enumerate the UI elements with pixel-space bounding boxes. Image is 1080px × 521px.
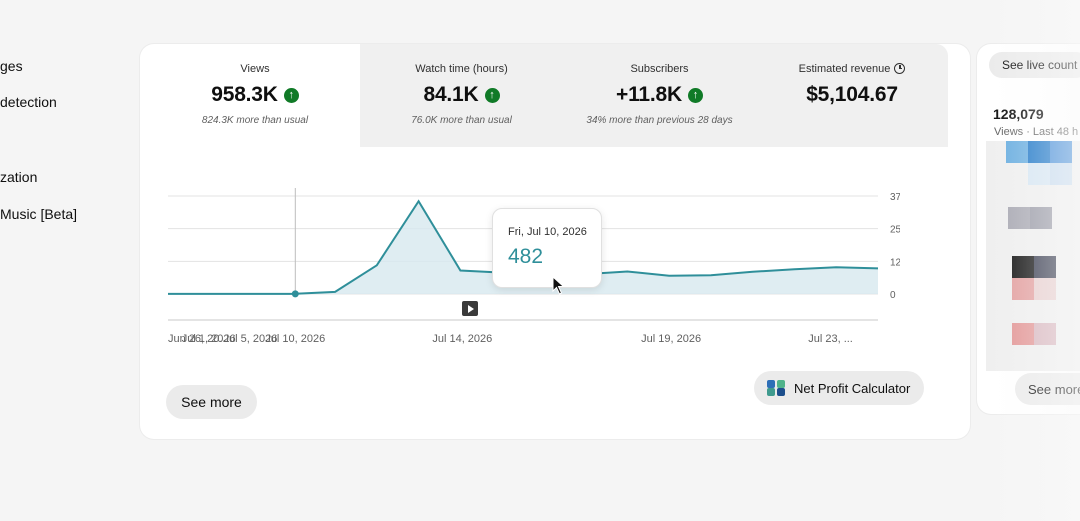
net-profit-label: Net Profit Calculator (794, 380, 911, 396)
arrow-up-icon: ↑ (484, 88, 500, 103)
x-tick-label: Jul 5, 2026 (224, 333, 278, 345)
sidebar-item-monetization[interactable]: zation (0, 169, 38, 185)
tab-value: +11.8K (616, 83, 682, 106)
see-more-realtime-button[interactable]: See more (1015, 373, 1080, 405)
tooltip-date: Fri, Jul 10, 2026 (508, 226, 587, 238)
arrow-up-icon: ↑ (283, 88, 299, 103)
y-tick-label: 250K (890, 225, 900, 236)
tab-label: Subscribers (630, 63, 689, 75)
y-tick-label: 0 (890, 290, 896, 301)
realtime-bar (1050, 163, 1072, 185)
tab-value: 958.3K (211, 83, 278, 106)
metric-tabs: Views 958.3K ↑ 824.3K more than usual Wat… (150, 44, 948, 147)
tab-subscribers[interactable]: Subscribers +11.8K ↑ 34% more than previo… (563, 44, 757, 147)
realtime-bar (1012, 278, 1034, 300)
x-tick-label: Jul 23, ... (808, 333, 853, 345)
revenue-label: Estimated revenue (798, 63, 891, 75)
tab-value: 84.1K (423, 83, 479, 106)
analytics-card: Views 958.3K ↑ 824.3K more than usual Wat… (140, 44, 970, 439)
realtime-bar (1030, 207, 1052, 229)
clock-icon (894, 63, 906, 74)
tab-note: 34% more than previous 28 days (586, 115, 733, 126)
tab-label: Estimated revenue (756, 63, 948, 75)
arrow-up-icon: ↑ (687, 88, 703, 103)
realtime-bar (1034, 256, 1056, 278)
x-tick-label: Jul 14, 2026 (432, 333, 492, 345)
sidebar-item-detection[interactable]: detection (0, 94, 57, 110)
tab-watch-time[interactable]: Watch time (hours) 84.1K ↑ 76.0K more tha… (360, 44, 564, 147)
play-icon[interactable] (462, 301, 478, 316)
x-tick-label: Jul 1, 2026 (182, 333, 236, 345)
y-tick-label: 125K (890, 257, 900, 268)
tab-note: 76.0K more than usual (411, 115, 512, 126)
realtime-bar-chart (986, 141, 1080, 371)
realtime-bar (1034, 323, 1056, 345)
see-more-button[interactable]: See more (166, 385, 257, 419)
chart-tooltip: Fri, Jul 10, 2026 482 (492, 208, 602, 288)
tab-views[interactable]: Views 958.3K ↑ 824.3K more than usual (150, 44, 360, 147)
y-tick-label: 375K (890, 192, 900, 203)
mouse-cursor-icon (552, 276, 565, 295)
realtime-bar (1028, 163, 1050, 185)
realtime-subtitle: Views · Last 48 h (994, 126, 1079, 138)
realtime-bar (1006, 141, 1028, 163)
realtime-bar (1012, 323, 1034, 345)
sidebar-item-music[interactable]: Music [Beta] (0, 206, 78, 222)
tab-revenue[interactable]: Estimated revenue $5,104.67 (756, 44, 948, 147)
see-live-count-button[interactable]: See live count (989, 52, 1080, 78)
x-tick-label: Jul 19, 2026 (641, 333, 701, 345)
hover-point (291, 290, 299, 298)
realtime-bar (1028, 141, 1050, 163)
tab-label: Watch time (hours) (415, 63, 508, 75)
tab-label: Views (240, 63, 270, 75)
tooltip-value: 482 (508, 245, 544, 268)
y-axis-ticks: 375K 250K 125K 0 (890, 192, 900, 301)
realtime-bar (1050, 141, 1072, 163)
realtime-bar (1012, 256, 1034, 278)
realtime-count: 128,079 (993, 106, 1044, 122)
sidebar-item-pages[interactable]: ges (0, 58, 23, 74)
realtime-bar (1034, 278, 1056, 300)
calculator-app-icon (767, 380, 785, 396)
net-profit-calculator-button[interactable]: Net Profit Calculator (754, 371, 924, 405)
realtime-card: See live count 128,079 Views · Last 48 h… (977, 44, 1080, 414)
realtime-bar (1008, 207, 1030, 229)
tab-value: $5,104.67 (806, 83, 898, 106)
tab-note: 824.3K more than usual (201, 115, 309, 126)
x-tick-label: Jul 10, 2026 (265, 333, 325, 345)
x-tick-label: Jun 26, 20... (168, 333, 229, 345)
